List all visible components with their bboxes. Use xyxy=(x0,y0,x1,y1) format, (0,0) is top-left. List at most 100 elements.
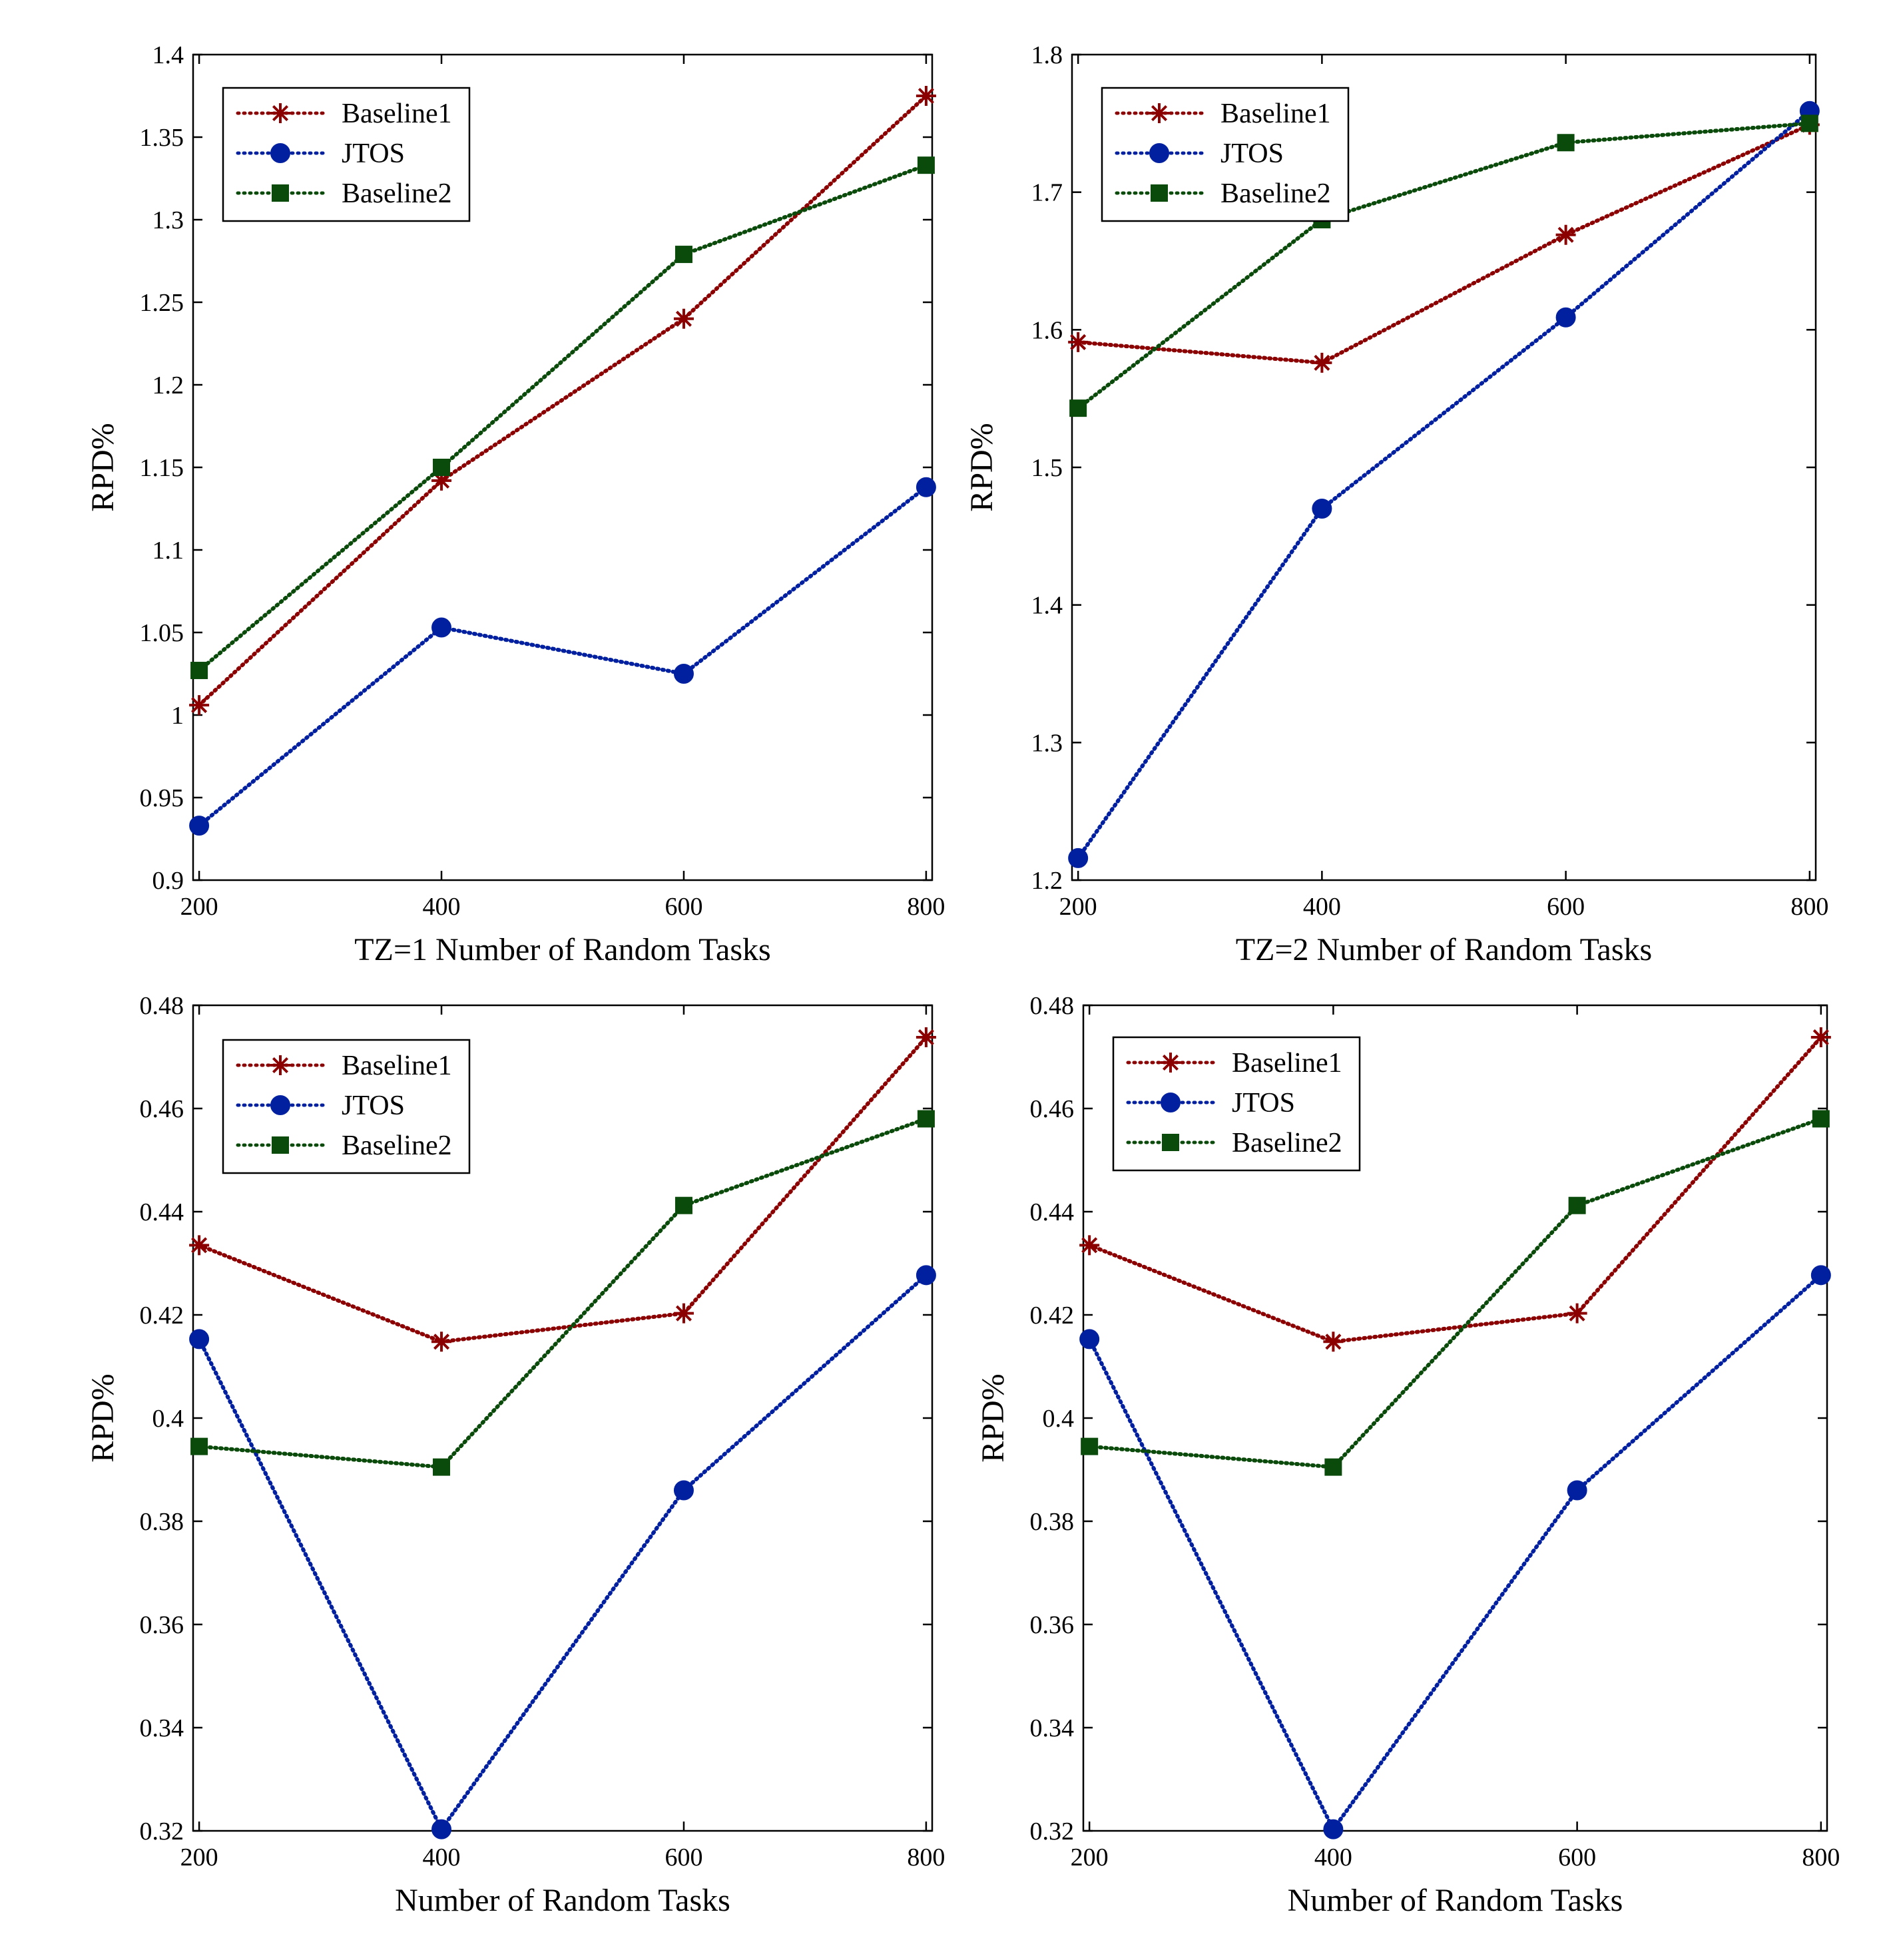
series-line-baseline1 xyxy=(1076,122,1812,365)
y-tick-label: 0.44 xyxy=(140,1198,184,1226)
legend-entry-jtos: JTOS xyxy=(342,138,405,169)
y-tick-label: 0.42 xyxy=(1030,1302,1075,1330)
legend-square-marker xyxy=(272,184,289,202)
y-tick-label: 1.4 xyxy=(1031,592,1063,620)
legend-circle-marker xyxy=(1161,1093,1181,1112)
asterisk-marker xyxy=(1079,1235,1100,1256)
y-axis-label: RPD% xyxy=(85,1373,121,1462)
legend-entry-baseline2: Baseline2 xyxy=(342,178,452,209)
y-tick-label: 1.35 xyxy=(140,124,184,152)
square-marker xyxy=(674,1196,692,1214)
y-tick-label: 0.48 xyxy=(140,992,184,1020)
series-baseline2 xyxy=(190,1110,935,1476)
legend-entry-baseline2: Baseline2 xyxy=(342,1130,452,1161)
y-tick-label: 0.44 xyxy=(1030,1198,1075,1226)
y-axis-label: RPD% xyxy=(964,423,999,511)
asterisk-marker xyxy=(1810,1027,1831,1048)
square-marker xyxy=(917,156,935,174)
square-marker xyxy=(433,1458,451,1476)
y-tick-label: 1.2 xyxy=(1031,867,1063,895)
square-marker xyxy=(674,246,692,264)
y-tick-label: 1.05 xyxy=(140,619,184,647)
x-axis-label: Number of Random Tasks xyxy=(395,1883,730,1918)
series-line-baseline1 xyxy=(1087,1035,1823,1344)
circle-marker xyxy=(673,1480,694,1501)
x-tick-label: 800 xyxy=(1802,1843,1840,1871)
legend-entry-baseline1: Baseline1 xyxy=(1220,99,1331,129)
legend-square-marker xyxy=(272,1136,289,1154)
x-tick-label: 800 xyxy=(1790,893,1828,921)
legend-circle-marker xyxy=(270,1095,290,1115)
x-tick-label: 600 xyxy=(1547,893,1585,921)
y-tick-label: 1.4 xyxy=(152,41,184,69)
circle-marker xyxy=(1323,1819,1344,1839)
x-tick-label: 200 xyxy=(1071,1843,1109,1871)
legend-entry-baseline2: Baseline2 xyxy=(1220,178,1331,209)
circle-marker xyxy=(1079,1329,1100,1349)
circle-marker xyxy=(1810,1265,1831,1286)
y-tick-label: 1.5 xyxy=(1031,454,1063,482)
y-axis-label: RPD% xyxy=(85,423,121,511)
y-tick-label: 0.32 xyxy=(140,1818,184,1845)
circle-marker xyxy=(1068,848,1089,868)
x-tick-label: 400 xyxy=(423,893,461,921)
y-tick-label: 1.7 xyxy=(1031,179,1063,207)
series-line-baseline2 xyxy=(1087,1116,1823,1469)
legend-entry-baseline1: Baseline1 xyxy=(342,99,452,129)
circle-marker xyxy=(189,1329,210,1349)
x-tick-label: 600 xyxy=(665,1843,702,1871)
y-tick-label: 0.48 xyxy=(1030,992,1075,1020)
series-line-baseline2 xyxy=(197,163,928,673)
x-tick-label: 400 xyxy=(1314,1843,1352,1871)
legend-box xyxy=(222,1039,471,1174)
asterisk-marker xyxy=(1312,352,1332,373)
y-axis-label: RPD% xyxy=(975,1373,1011,1462)
circle-marker xyxy=(916,1265,936,1286)
square-marker xyxy=(433,459,451,476)
square-marker xyxy=(1812,1110,1830,1128)
asterisk-marker xyxy=(431,1332,452,1352)
legend-box xyxy=(1101,87,1350,222)
legend-asterisk-marker xyxy=(270,1055,290,1075)
legend-square-marker xyxy=(1162,1134,1179,1151)
y-tick-label: 1.15 xyxy=(140,454,184,482)
y-tick-label: 1.3 xyxy=(152,206,184,234)
legend-entry-jtos: JTOS xyxy=(1232,1088,1295,1118)
legend: Baseline1 JTOS Baseline2 xyxy=(1101,87,1350,222)
legend-asterisk-marker xyxy=(1149,103,1169,123)
legend: Baseline1 JTOS Baseline2 xyxy=(222,1039,471,1174)
square-marker xyxy=(1081,1437,1099,1455)
legend-asterisk-marker xyxy=(1161,1053,1181,1073)
asterisk-marker xyxy=(1567,1303,1587,1324)
asterisk-marker xyxy=(1323,1332,1344,1352)
series-line-jtos xyxy=(197,485,928,828)
chart-panel-4: 0.32 0.34 0.36 0.38 0.4 0.42 0.44 0.46 0.48 200 40… xyxy=(975,992,1840,1918)
y-tick-label: 1.1 xyxy=(152,537,184,565)
legend-circle-marker xyxy=(270,143,290,163)
x-tick-label: 200 xyxy=(1059,893,1097,921)
x-tick-label: 400 xyxy=(1303,893,1341,921)
asterisk-marker xyxy=(916,86,936,106)
circle-marker xyxy=(916,477,936,497)
y-tick-label: 1.8 xyxy=(1031,41,1063,69)
square-marker xyxy=(1568,1196,1586,1214)
square-marker xyxy=(1069,399,1087,417)
x-axis-label: TZ=1 Number of Random Tasks xyxy=(354,932,770,967)
y-tick-label: 0.4 xyxy=(152,1405,184,1433)
series-line-jtos xyxy=(197,1273,928,1834)
series-baseline1 xyxy=(189,86,936,716)
square-marker xyxy=(1557,134,1575,152)
series-baseline2 xyxy=(190,156,935,680)
series-jtos xyxy=(189,477,936,836)
y-tick-label: 1.6 xyxy=(1031,316,1063,344)
x-tick-label: 800 xyxy=(907,893,945,921)
y-tick-label: 0.95 xyxy=(140,784,184,812)
asterisk-marker xyxy=(673,1303,694,1324)
y-tick-label: 0.34 xyxy=(1030,1714,1075,1742)
x-tick-label: 800 xyxy=(907,1843,945,1871)
y-tick-label: 0.42 xyxy=(140,1302,184,1330)
legend: Baseline1 JTOS Baseline2 xyxy=(1112,1036,1361,1172)
series-line-jtos xyxy=(1076,109,1812,860)
y-tick-label: 1.2 xyxy=(152,371,184,399)
series-line-baseline2 xyxy=(1076,121,1812,411)
